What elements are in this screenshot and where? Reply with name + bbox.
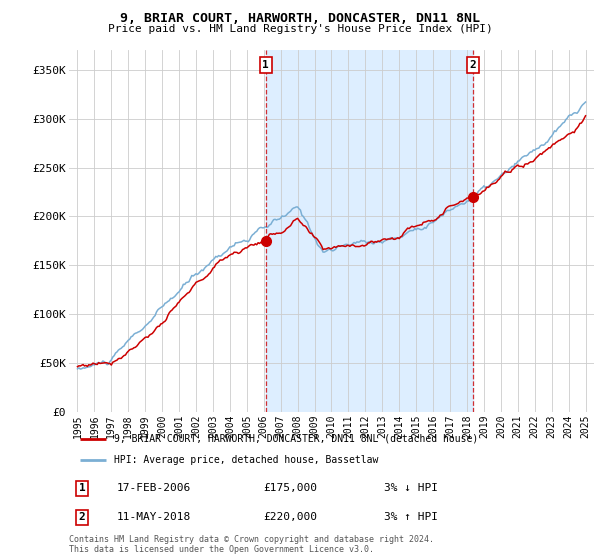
Text: 17-FEB-2006: 17-FEB-2006 [116,483,191,493]
Text: 11-MAY-2018: 11-MAY-2018 [116,512,191,522]
Bar [266,50,473,412]
Text: £175,000: £175,000 [263,483,317,493]
Text: Price paid vs. HM Land Registry's House Price Index (HPI): Price paid vs. HM Land Registry's House … [107,24,493,34]
Bar [586,50,594,412]
Text: 3% ↑ HPI: 3% ↑ HPI [384,512,438,522]
Text: 3% ↓ HPI: 3% ↓ HPI [384,483,438,493]
Text: Contains HM Land Registry data © Crown copyright and database right 2024.
This d: Contains HM Land Registry data © Crown c… [69,535,434,554]
Text: 2: 2 [79,512,86,522]
Text: 1: 1 [262,60,269,70]
Text: 2: 2 [470,60,476,70]
Text: 1: 1 [79,483,86,493]
Text: 9, BRIAR COURT, HARWORTH, DONCASTER, DN11 8NL (detached house): 9, BRIAR COURT, HARWORTH, DONCASTER, DN1… [113,434,478,444]
Text: 9, BRIAR COURT, HARWORTH, DONCASTER, DN11 8NL: 9, BRIAR COURT, HARWORTH, DONCASTER, DN1… [120,12,480,25]
Text: £220,000: £220,000 [263,512,317,522]
Text: HPI: Average price, detached house, Bassetlaw: HPI: Average price, detached house, Bass… [113,455,378,465]
